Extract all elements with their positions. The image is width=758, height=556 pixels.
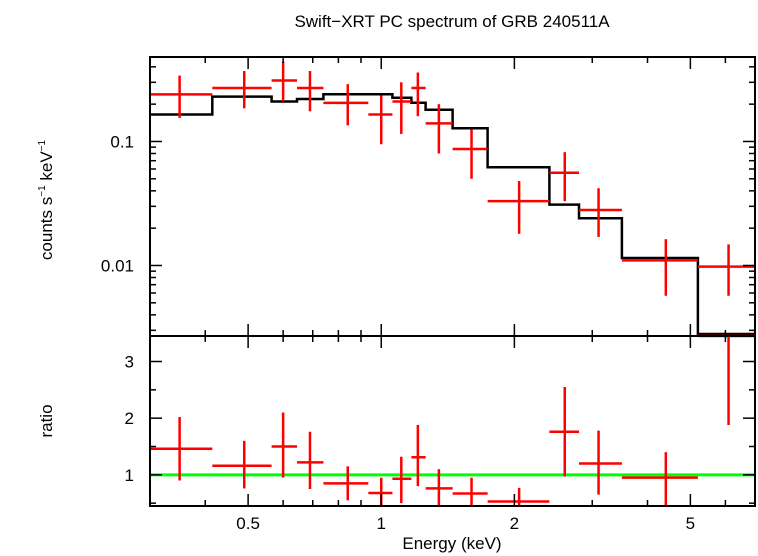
- ratio-y-ticks: 1 2 3: [125, 353, 755, 504]
- x-tick-label: 0.5: [236, 514, 260, 533]
- ratio-point-0: [150, 417, 213, 481]
- spectrum-point-9: [452, 129, 488, 179]
- ratio-point-5: [368, 477, 393, 506]
- spectrum-y-ticks: 0.1 0.01: [101, 66, 755, 332]
- spectrum-y-tick-label: 0.1: [110, 132, 134, 151]
- ratio-y-tick-label: 2: [125, 409, 134, 428]
- spectrum-point-13: [621, 239, 698, 296]
- spectrum-panel: 0.1 0.01 counts s−1 keV−1: [37, 56, 756, 337]
- spectrum-point-14: [697, 244, 755, 296]
- x-axis-label: Energy (keV): [402, 534, 501, 553]
- spectrum-point-6: [392, 82, 412, 134]
- ratio-x-ticks: 0.5 1 2 5: [149, 336, 756, 533]
- ratio-panel: 1 2 3 0.5 1 2 5 ratio: [37, 334, 756, 533]
- ratio-y-axis-label: ratio: [37, 404, 56, 437]
- spectrum-point-10: [487, 181, 550, 234]
- ratio-data-points: [150, 334, 755, 506]
- spectrum-point-7: [411, 72, 426, 117]
- ratio-point-1: [212, 440, 272, 489]
- spectrum-y-tick-label: 0.01: [101, 256, 134, 275]
- ratio-point-8: [425, 469, 453, 506]
- ratio-point-13: [621, 452, 698, 506]
- spectrum-y-axis-label: counts s−1 keV−1: [37, 139, 56, 260]
- ratio-point-7: [411, 424, 426, 487]
- spectrum-point-3: [297, 71, 324, 112]
- ratio-point-6: [392, 456, 412, 504]
- x-tick-label: 1: [377, 514, 386, 533]
- ratio-point-4: [323, 466, 369, 501]
- spectrum-point-8: [425, 104, 453, 154]
- ratio-point-2: [271, 412, 298, 478]
- ratio-y-tick-label: 1: [125, 466, 134, 485]
- ratio-frame: [149, 335, 756, 507]
- ratio-point-14: [697, 334, 755, 425]
- ratio-point-9: [452, 477, 488, 506]
- x-tick-label: 5: [686, 514, 695, 533]
- spectrum-point-12: [579, 188, 622, 237]
- spectrum-point-1: [212, 71, 272, 109]
- spectrum-point-0: [150, 75, 213, 118]
- spectrum-frame: [149, 56, 756, 337]
- ratio-point-12: [579, 430, 622, 495]
- ratio-point-3: [297, 431, 324, 489]
- model-histogram: [150, 93, 755, 336]
- model-step-line: [150, 93, 755, 336]
- spectrum-point-4: [323, 84, 369, 126]
- ratio-y-tick-label: 3: [125, 353, 134, 372]
- x-tick-label: 2: [510, 514, 519, 533]
- spectrum-x-ticks: [149, 57, 756, 336]
- ratio-point-11: [549, 387, 580, 477]
- spectrum-point-5: [368, 95, 393, 145]
- spectrum-data-points: [150, 61, 755, 296]
- spectrum-point-11: [549, 152, 580, 202]
- spectrum-point-2: [271, 61, 298, 102]
- ratio-point-10: [487, 487, 550, 506]
- chart-title: Swift−XRT PC spectrum of GRB 240511A: [294, 12, 610, 31]
